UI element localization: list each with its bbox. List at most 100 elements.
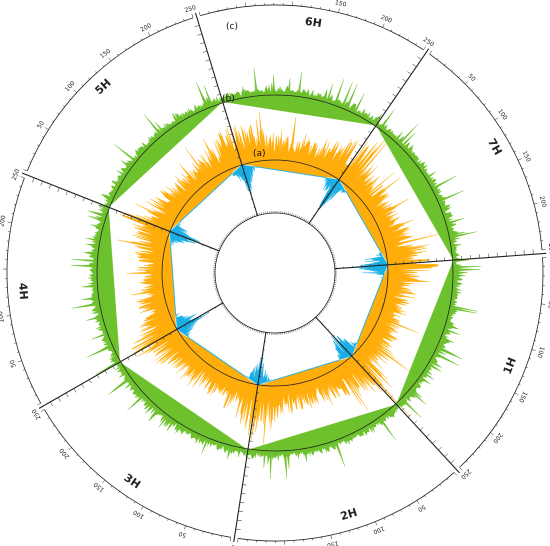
inner-tick xyxy=(255,213,257,216)
inner-tick xyxy=(300,327,302,330)
divider-tick xyxy=(242,484,247,486)
axis-tick xyxy=(533,202,538,205)
axis-tick xyxy=(126,496,128,499)
divider-tick xyxy=(199,315,202,318)
inner-tick xyxy=(238,222,240,225)
divider-tick xyxy=(123,213,125,217)
inner-tick xyxy=(311,320,314,323)
inner-tick xyxy=(303,325,306,328)
inner-tick xyxy=(231,315,233,317)
track-c-2H xyxy=(247,404,399,479)
axis-tick xyxy=(423,46,426,50)
divider-tick xyxy=(312,215,315,217)
axis-tick xyxy=(141,506,144,510)
inner-tick xyxy=(228,312,231,315)
inner-tick xyxy=(246,217,248,220)
divider-tick xyxy=(194,25,200,28)
divider-tick xyxy=(202,50,208,53)
divider-tick xyxy=(373,377,376,381)
axis-tick-label: 50 xyxy=(36,120,46,130)
divider-tick xyxy=(362,366,365,369)
axis-tick xyxy=(458,76,461,78)
axis-tick xyxy=(51,120,54,123)
baseline-circle-2 xyxy=(161,159,389,387)
divider-tick xyxy=(237,519,242,522)
divider-tick xyxy=(438,446,443,451)
inner-tick xyxy=(293,330,295,333)
axis-tick xyxy=(436,57,439,60)
inner-tick xyxy=(322,234,325,237)
inner-tick xyxy=(291,330,293,333)
axis-tick xyxy=(466,460,468,463)
inner-tick xyxy=(310,321,312,324)
axis-tick-label: 50 xyxy=(241,0,250,2)
divider-tick xyxy=(205,59,210,62)
divider-tick xyxy=(82,197,85,202)
axis-tick xyxy=(183,18,185,21)
divider-tick xyxy=(350,158,353,160)
divider-tick xyxy=(227,125,231,128)
axis-tick xyxy=(484,439,487,442)
axis-tick xyxy=(510,400,513,403)
inner-tick xyxy=(305,219,307,222)
inner-tick xyxy=(328,300,331,302)
inner-tick xyxy=(219,244,222,246)
axis-tick xyxy=(23,169,28,172)
axis-tick xyxy=(16,194,19,196)
axis-tick xyxy=(17,360,22,363)
divider-tick xyxy=(162,337,165,340)
axis-tick xyxy=(30,386,33,388)
axis-tick xyxy=(347,12,349,16)
divider-tick xyxy=(426,433,430,438)
divider-tick xyxy=(202,244,204,246)
axis-tick xyxy=(477,96,480,99)
divider-tick xyxy=(341,171,344,174)
divider-tick xyxy=(200,42,205,45)
inner-tick xyxy=(319,312,322,315)
divider-tick xyxy=(237,156,240,159)
inner-tick xyxy=(215,253,218,255)
divider-tick xyxy=(327,328,329,331)
axis-tick xyxy=(373,21,375,25)
inner-tick xyxy=(331,293,334,295)
divider-tick xyxy=(356,360,360,363)
axis-tick-label: 250 xyxy=(231,543,243,546)
inner-tick xyxy=(257,330,259,333)
inner-tick xyxy=(221,303,224,305)
divider-tick xyxy=(161,228,163,231)
divider-tick xyxy=(243,475,248,477)
axis-tick xyxy=(464,81,469,85)
inner-tick xyxy=(317,229,319,231)
divider-tick xyxy=(419,427,424,431)
track-b-7H xyxy=(339,138,439,265)
axis-tick xyxy=(95,71,97,74)
track-b-3H xyxy=(126,329,258,436)
axis-tick-label: 100 xyxy=(372,524,385,535)
divider-tick xyxy=(40,180,43,186)
inner-tick xyxy=(310,222,312,225)
inner-tick xyxy=(241,323,244,326)
axis-tick-label: 250 xyxy=(11,168,22,181)
inner-tick xyxy=(291,213,293,216)
axis-tick-label: 200 xyxy=(0,215,7,228)
divider-tick xyxy=(450,459,455,464)
chromosome-dividers xyxy=(21,12,547,542)
axis-tick-label: 100 xyxy=(496,108,508,122)
inner-tick xyxy=(302,217,304,220)
divider-3H xyxy=(233,332,267,542)
inner-tick xyxy=(332,255,335,257)
divider-tick xyxy=(379,383,382,387)
track-c-1H xyxy=(396,259,481,419)
divider-tick xyxy=(74,194,77,199)
inner-tick xyxy=(326,241,329,243)
axis-tick xyxy=(408,505,411,508)
divider-tick xyxy=(185,237,187,240)
divider-tick xyxy=(245,181,248,183)
inner-tick xyxy=(293,213,295,216)
inner-tick xyxy=(244,218,247,221)
axis-tick xyxy=(522,375,525,377)
axis-tick xyxy=(34,394,37,397)
axis-tick xyxy=(117,53,119,56)
divider-tick xyxy=(50,401,54,407)
axis-tick xyxy=(505,408,508,411)
